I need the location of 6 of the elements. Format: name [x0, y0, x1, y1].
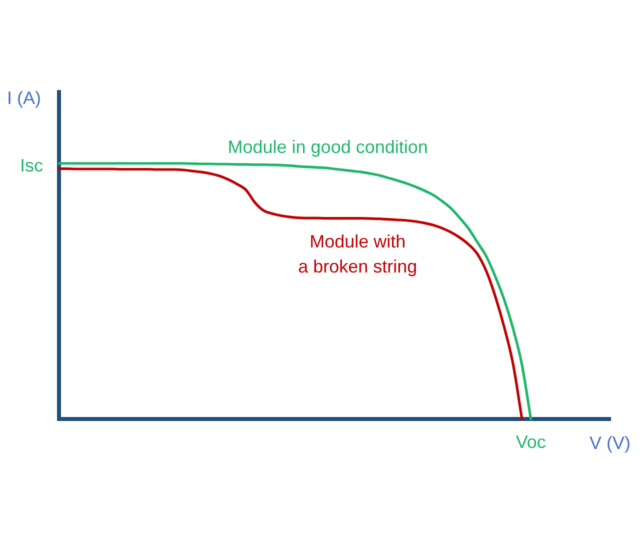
text: Voc [516, 432, 546, 452]
y-axis-title: I (A) [7, 88, 41, 108]
text: Isc [20, 155, 43, 176]
x-axis-title: V (V) [589, 432, 631, 453]
series-label: Module with a broken string [298, 231, 418, 276]
series-label: Module in good condition [228, 137, 428, 158]
